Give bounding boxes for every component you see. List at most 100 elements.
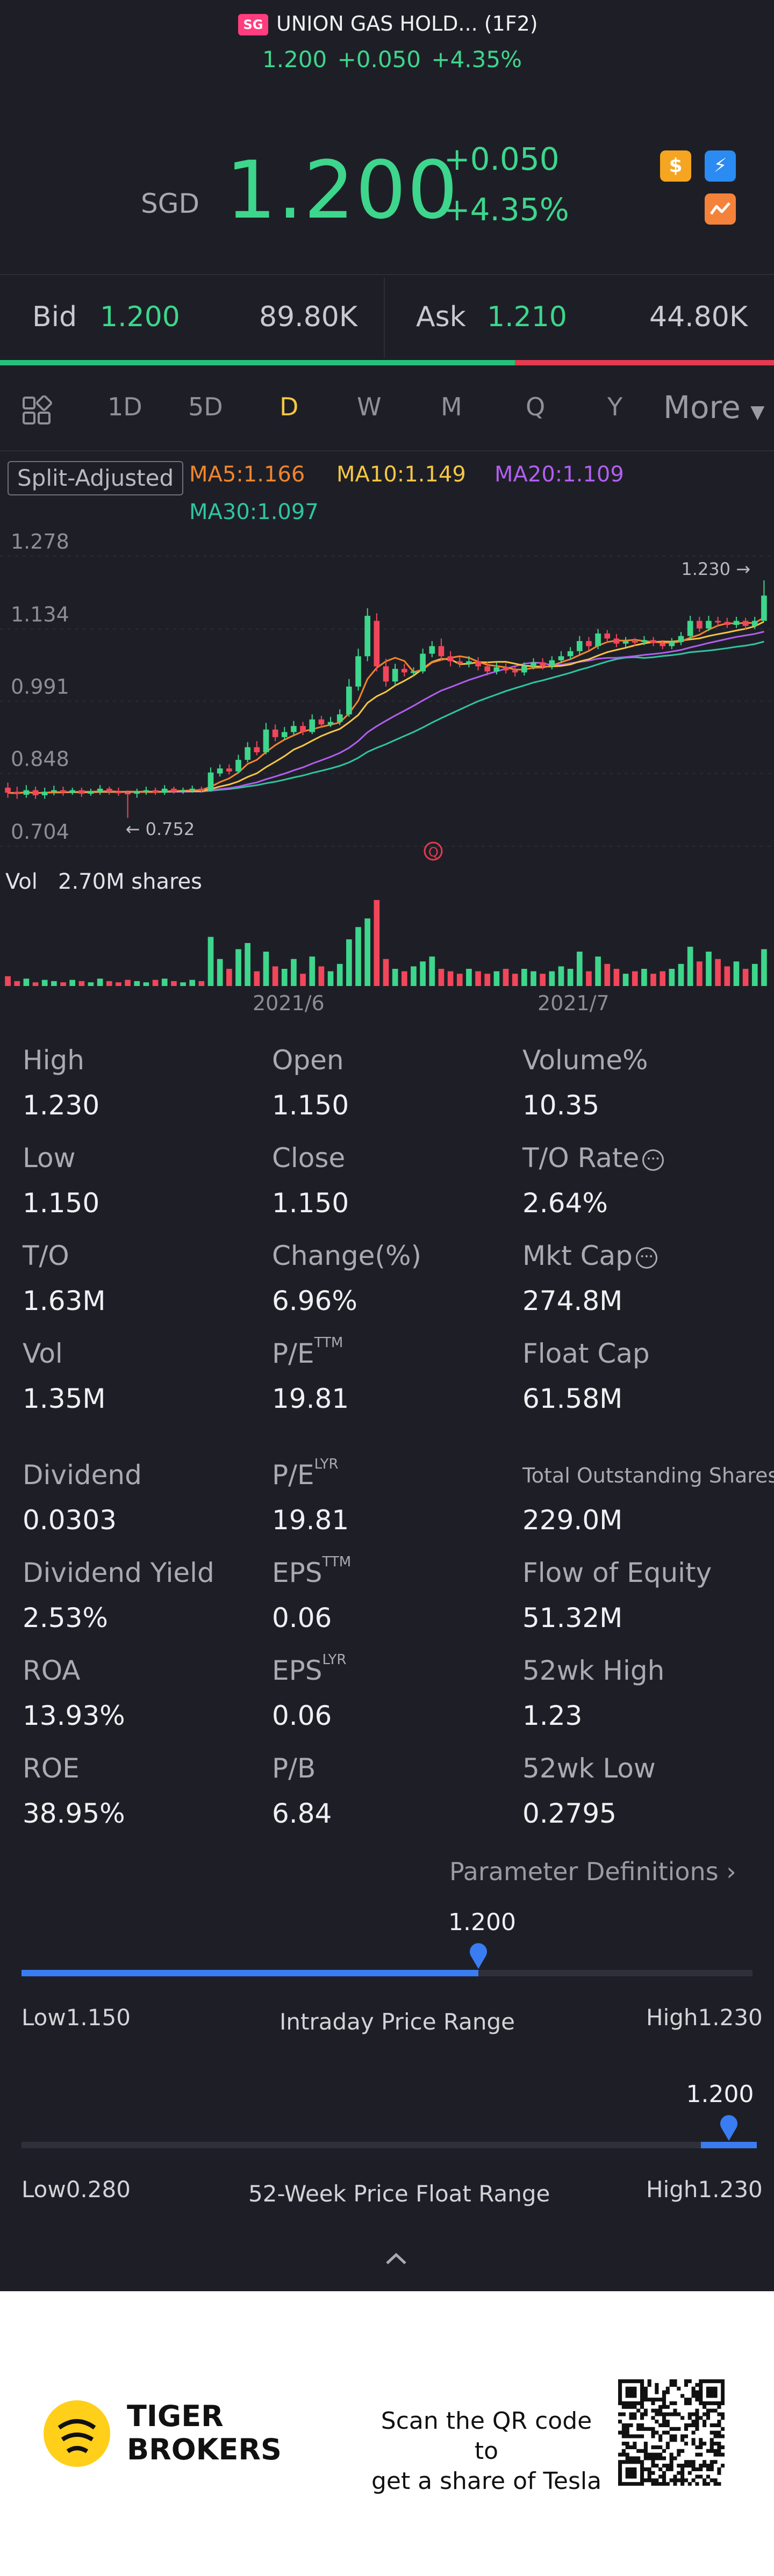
week52-high: High1.230 [646,2176,763,2203]
stat-label-text: Float Cap [522,1338,650,1369]
stat-label-superscript: LYR [314,1456,339,1472]
chevron-up-icon[interactable] [383,2250,410,2266]
split-adjusted-button[interactable]: Split-Adjusted [8,461,184,495]
qr-code[interactable] [618,2379,725,2486]
parameter-definitions-link[interactable]: Parameter Definitions › [449,1857,736,1886]
stat-label-text: P/E [272,1338,314,1369]
y-tick-label: 1.134 [11,602,69,626]
volume-bar [207,937,214,986]
stat-label: Flow of Equity [522,1557,712,1588]
volume-bar [291,959,297,986]
stat-value: 1.150 [272,1188,349,1219]
stat-label-text: Total Outstanding Shares [522,1464,774,1487]
signal-chart-icon[interactable] [705,193,736,225]
stat-label-text: 52wk Low [522,1753,656,1784]
stat-label-text: Open [272,1045,344,1076]
stat-value: 1.230 [23,1090,100,1121]
week52-low: Low0.280 [22,2176,131,2203]
stat-label-text: Mkt Cap [522,1240,633,1271]
brand-line-2: BROKERS [127,2433,282,2466]
candle-body [669,642,675,646]
volume-bar [300,974,306,986]
candle-body [724,622,730,625]
high-marker-label: 1.230 → [681,559,750,579]
candlestick-chart[interactable]: 1.278 1.134 0.991 0.848 0.704 1.230 → ← 0.752 Q… [0,532,774,1021]
volume-bar [254,971,260,986]
candle-body [254,747,260,753]
stat-value: 19.81 [272,1505,349,1536]
volume-bar [503,969,509,986]
candle-body [309,719,316,732]
stat-label: High [23,1045,84,1076]
candle-body [355,656,361,687]
tab-d[interactable]: D [280,392,299,421]
candle-body [207,772,214,791]
layout-grid-icon[interactable] [22,395,54,427]
chevron-right-icon: › [726,1857,736,1886]
tab-more[interactable]: More ▼ [663,389,764,426]
volume-bar [125,980,131,986]
candle-body [401,668,407,673]
candle-body [125,793,131,795]
volume-bar [88,982,94,986]
ma5-legend: MA5:1.166 [189,462,305,487]
candle-body [318,719,325,725]
stat-label-superscript: TTM [322,1554,352,1570]
stat-value: 1.63M [23,1285,106,1316]
candle-body [613,638,620,644]
volume-bar [540,974,546,986]
volume-bar [697,961,703,986]
candle-body [106,788,112,792]
candle-body [447,656,454,661]
volume-bar [613,969,620,986]
stat-value: 38.95% [23,1798,125,1829]
volume-bar [355,927,361,986]
candle-body [521,666,527,673]
stat-label[interactable]: Mkt Cap ••• [522,1240,657,1271]
candle-body [226,768,232,772]
candle-body [576,641,583,651]
dollar-icon[interactable]: $ [660,150,691,182]
candle-body [558,656,564,660]
tab-q[interactable]: Q [526,392,546,421]
volume-bar [521,969,527,986]
info-icon[interactable]: ••• [635,1247,657,1269]
stat-label-text: Flow of Equity [522,1557,712,1588]
volume-bar [171,981,177,986]
volume-bar [309,956,316,986]
stat-label: 52wk High [522,1655,664,1686]
tab-more-label: More [663,389,741,426]
stat-label[interactable]: T/O Rate ••• [522,1142,664,1174]
volume-bar [586,971,592,986]
volume-bar [715,959,721,986]
volume-bar [374,900,380,986]
info-icon[interactable]: ••• [642,1149,664,1171]
tab-1d[interactable]: 1D [108,392,142,421]
ma20-line [8,631,764,794]
volume-bar [51,981,57,986]
volume-bar [217,959,223,986]
volume-bar [226,969,232,986]
tab-m[interactable]: M [441,392,462,421]
lightning-icon[interactable]: ⚡ [705,150,736,182]
volume-bar [263,952,269,986]
volume-bar [429,956,435,986]
volume-bar [475,971,481,986]
volume-bar [327,971,334,986]
candle-body [567,651,574,657]
stat-label-superscript: TTM [314,1335,343,1351]
volume-bar [650,974,656,986]
volume-bar [447,971,454,986]
tab-w[interactable]: W [357,392,382,421]
volume-bar [5,976,11,986]
tab-y[interactable]: Y [607,392,623,421]
volume-bar [751,963,758,986]
caret-down-icon: ▼ [750,401,765,423]
volume-bar [411,966,417,986]
volume-bar [383,959,389,986]
last-price: 1.200 [226,144,459,236]
candle-body [586,641,592,646]
stat-label-text: P/B [272,1753,316,1784]
intraday-current-value: 1.200 [448,1909,516,1936]
tab-5d[interactable]: 5D [188,392,223,421]
